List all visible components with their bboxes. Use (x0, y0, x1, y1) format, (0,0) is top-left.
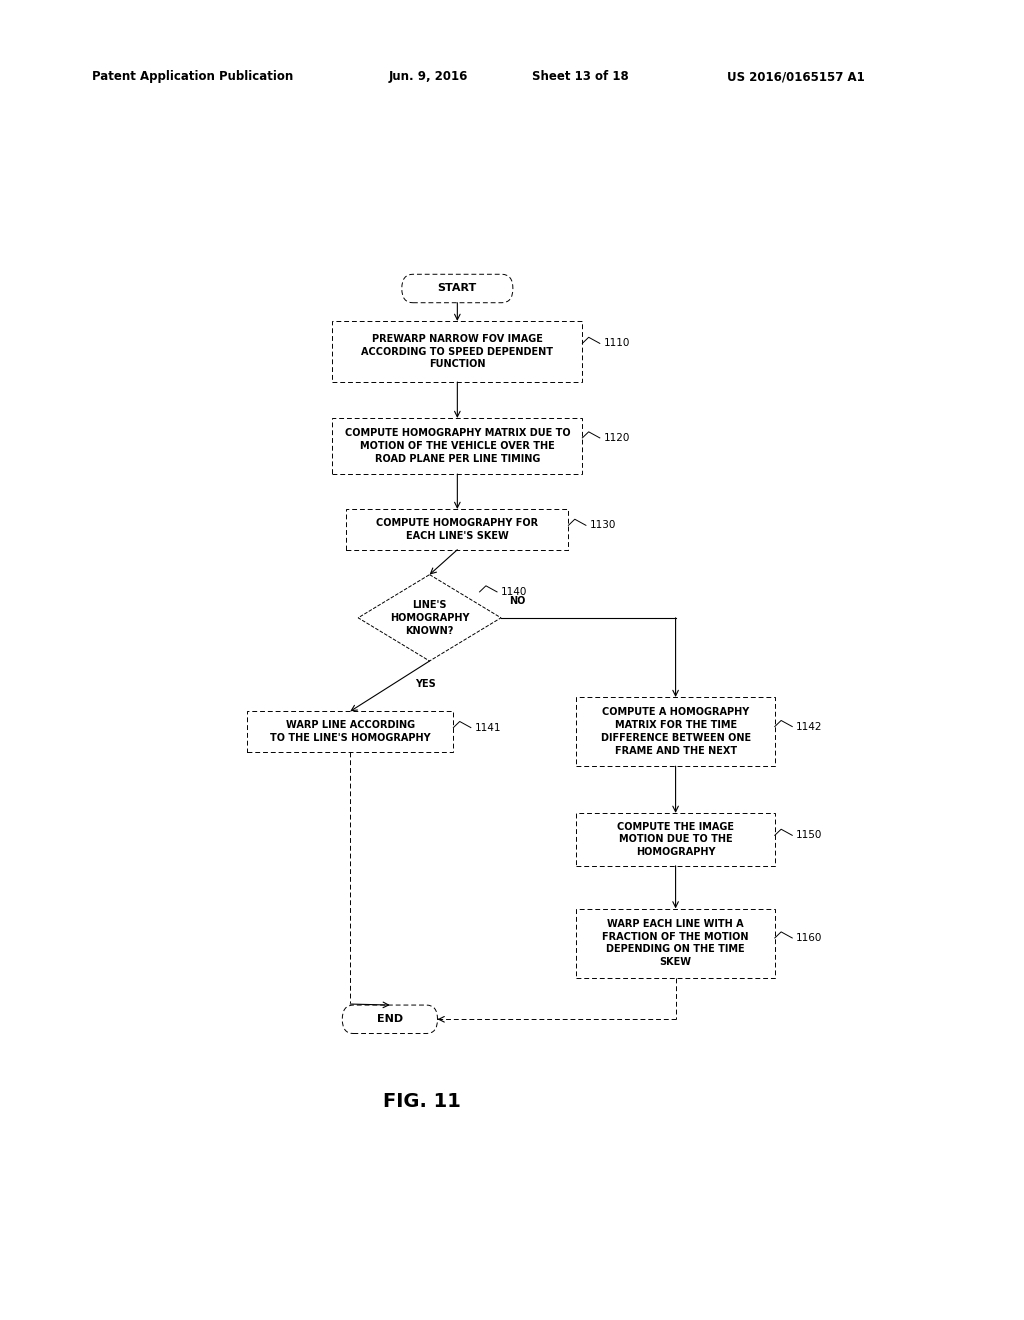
Text: PREWARP NARROW FOV IMAGE
ACCORDING TO SPEED DEPENDENT
FUNCTION: PREWARP NARROW FOV IMAGE ACCORDING TO SP… (361, 334, 553, 370)
Text: COMPUTE A HOMOGRAPHY
MATRIX FOR THE TIME
DIFFERENCE BETWEEN ONE
FRAME AND THE NE: COMPUTE A HOMOGRAPHY MATRIX FOR THE TIME… (600, 708, 751, 756)
Text: 1141: 1141 (475, 722, 502, 733)
FancyBboxPatch shape (333, 321, 583, 381)
Text: US 2016/0165157 A1: US 2016/0165157 A1 (727, 70, 865, 83)
Text: 1130: 1130 (590, 520, 616, 531)
Text: WARP LINE ACCORDING
TO THE LINE'S HOMOGRAPHY: WARP LINE ACCORDING TO THE LINE'S HOMOGR… (270, 721, 430, 743)
FancyBboxPatch shape (346, 510, 568, 549)
Text: START: START (437, 284, 477, 293)
FancyBboxPatch shape (247, 711, 454, 752)
Text: Patent Application Publication: Patent Application Publication (92, 70, 294, 83)
FancyBboxPatch shape (577, 697, 775, 766)
Text: YES: YES (415, 680, 436, 689)
Text: 1160: 1160 (797, 933, 822, 942)
Text: FIG. 11: FIG. 11 (383, 1092, 461, 1111)
FancyBboxPatch shape (577, 908, 775, 978)
FancyBboxPatch shape (401, 275, 513, 302)
Text: COMPUTE HOMOGRAPHY MATRIX DUE TO
MOTION OF THE VEHICLE OVER THE
ROAD PLANE PER L: COMPUTE HOMOGRAPHY MATRIX DUE TO MOTION … (344, 428, 570, 463)
Polygon shape (358, 574, 501, 661)
Text: 1150: 1150 (797, 830, 822, 841)
FancyBboxPatch shape (577, 813, 775, 866)
FancyBboxPatch shape (342, 1005, 437, 1034)
Text: 1120: 1120 (604, 433, 630, 444)
Text: 1142: 1142 (797, 722, 822, 731)
Text: Sheet 13 of 18: Sheet 13 of 18 (532, 70, 629, 83)
Text: END: END (377, 1014, 403, 1024)
Text: 1140: 1140 (501, 587, 527, 597)
Text: NO: NO (509, 595, 525, 606)
Text: Jun. 9, 2016: Jun. 9, 2016 (389, 70, 469, 83)
FancyBboxPatch shape (333, 418, 583, 474)
Text: LINE'S
HOMOGRAPHY
KNOWN?: LINE'S HOMOGRAPHY KNOWN? (390, 601, 469, 636)
Text: COMPUTE HOMOGRAPHY FOR
EACH LINE'S SKEW: COMPUTE HOMOGRAPHY FOR EACH LINE'S SKEW (376, 517, 539, 541)
Text: 1110: 1110 (604, 338, 630, 348)
Text: COMPUTE THE IMAGE
MOTION DUE TO THE
HOMOGRAPHY: COMPUTE THE IMAGE MOTION DUE TO THE HOMO… (617, 821, 734, 857)
Text: WARP EACH LINE WITH A
FRACTION OF THE MOTION
DEPENDING ON THE TIME
SKEW: WARP EACH LINE WITH A FRACTION OF THE MO… (602, 919, 749, 968)
